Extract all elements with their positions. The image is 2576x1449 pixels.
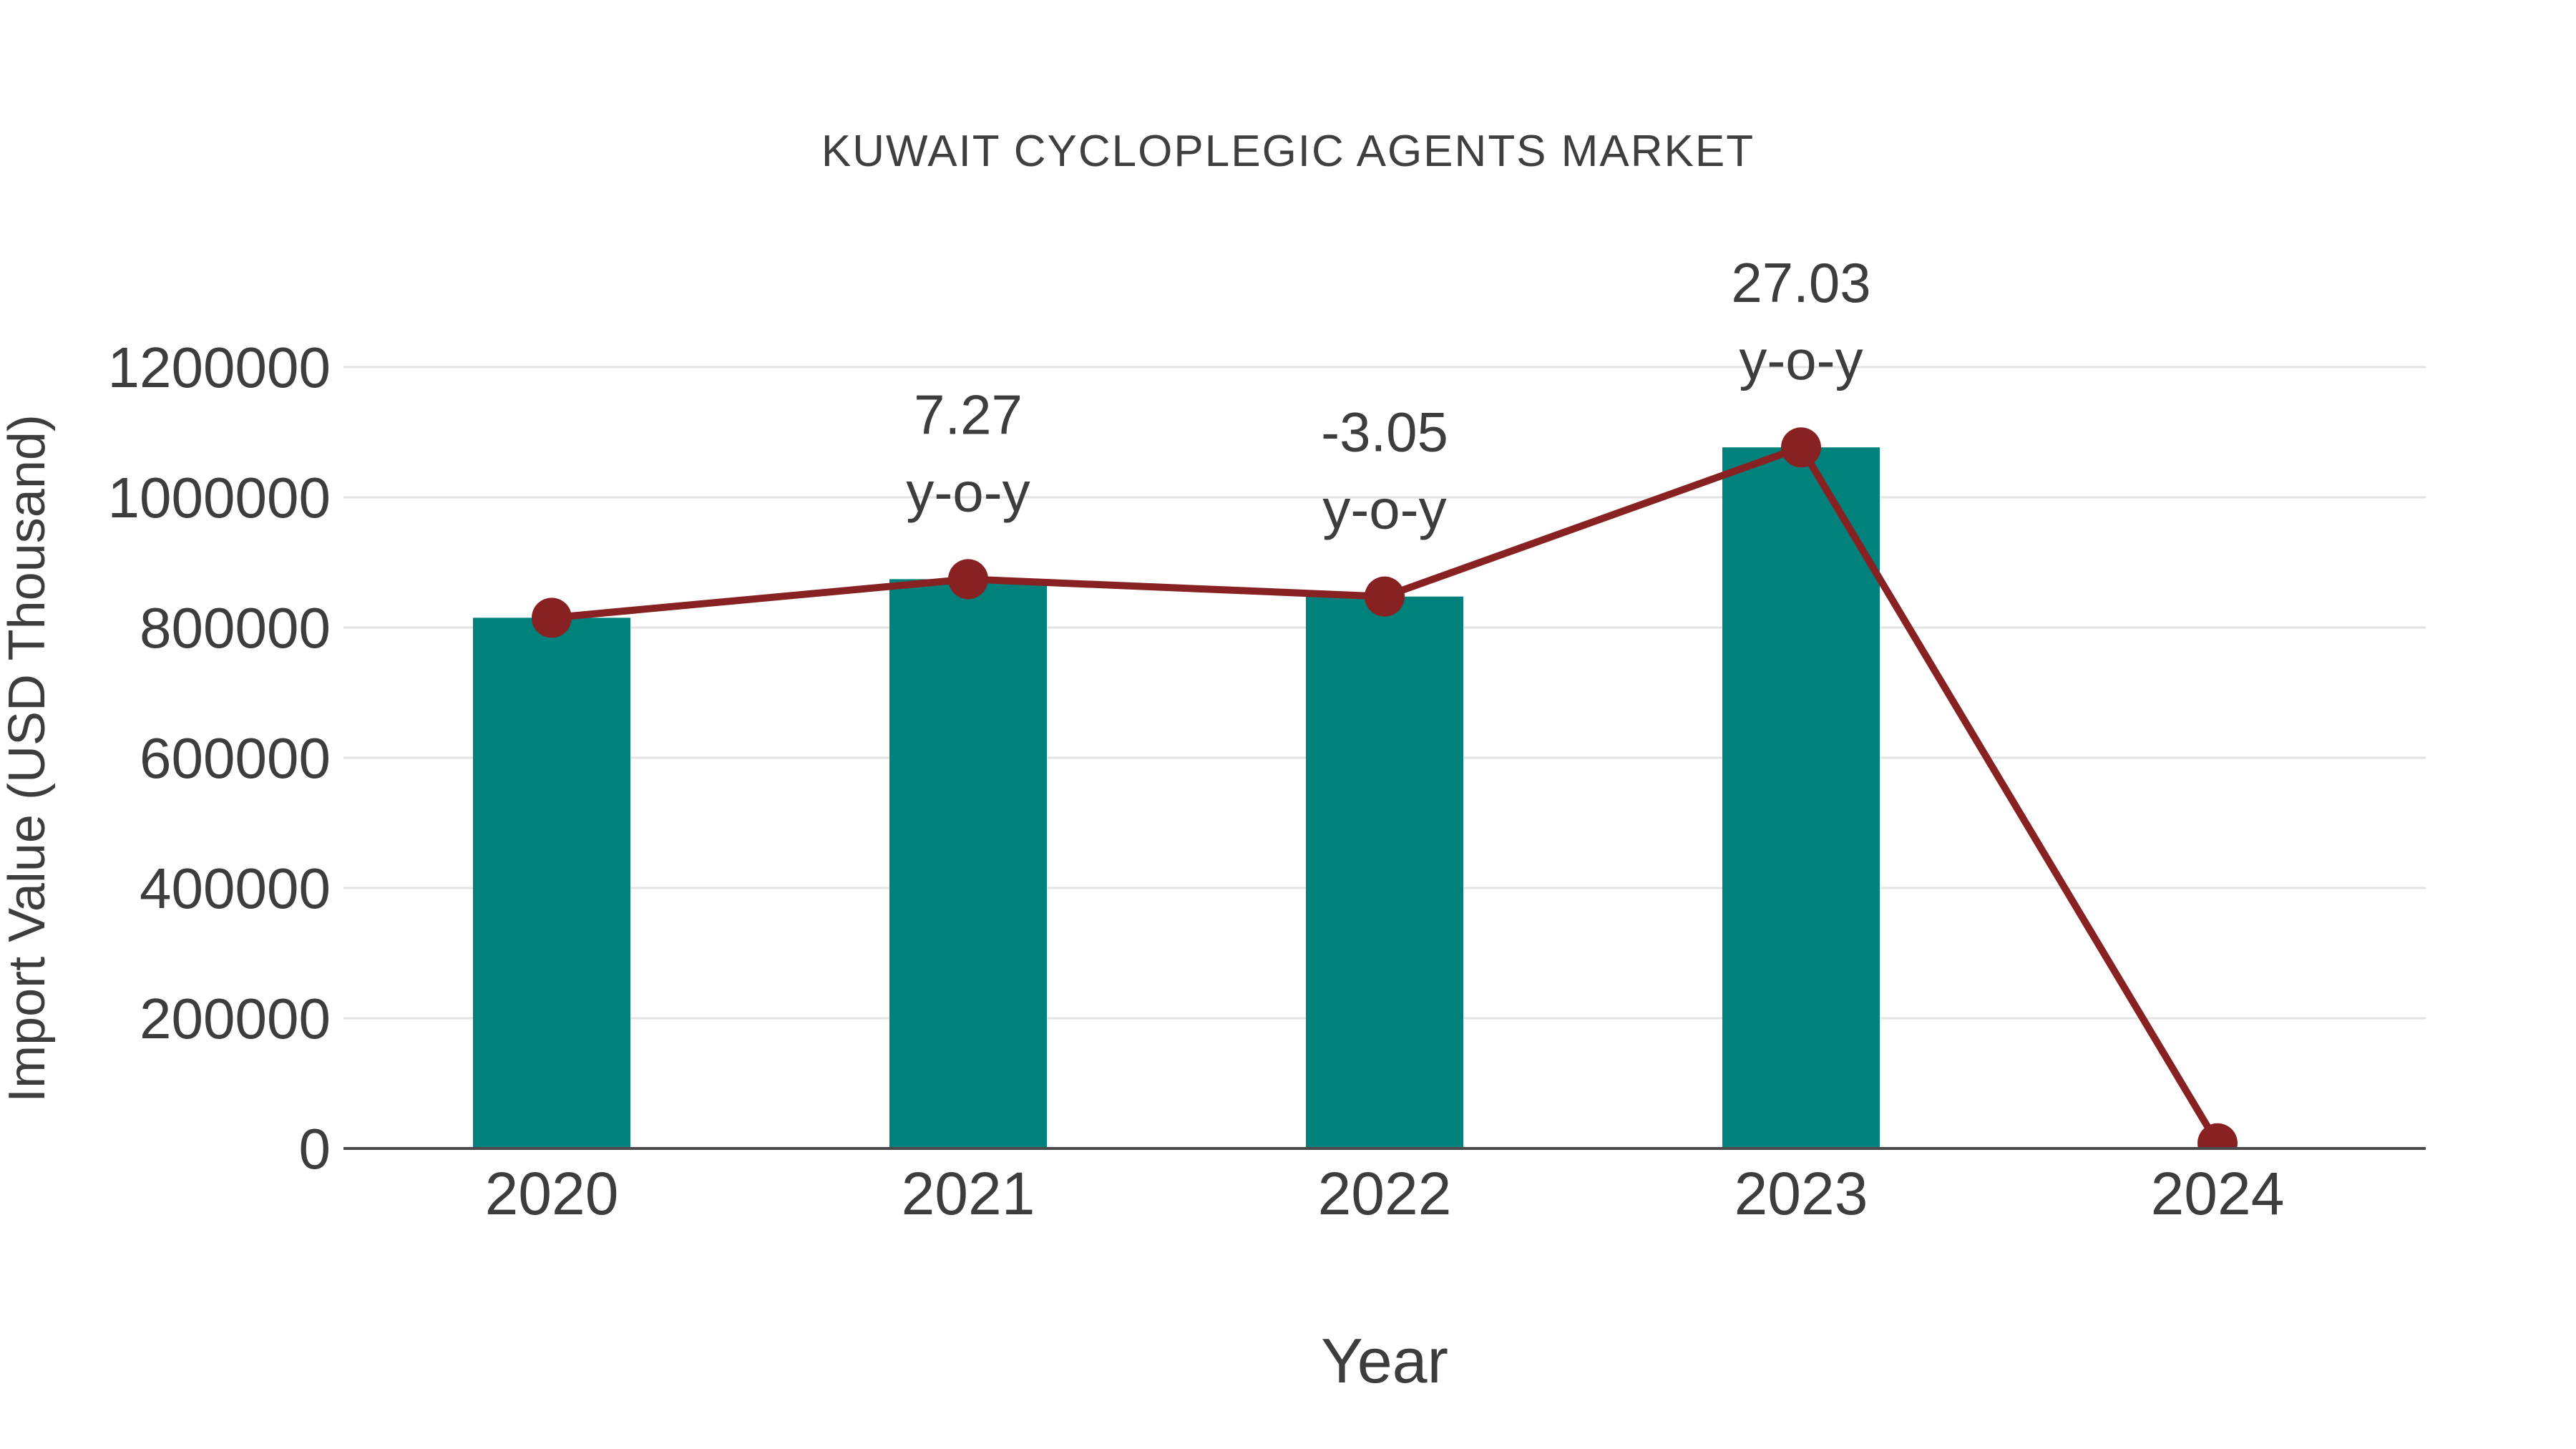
annotation-2022-unit: y-o-y	[1322, 478, 1446, 541]
y-tick-label-800000: 800000	[140, 596, 331, 660]
y-tick-label-200000: 200000	[140, 987, 331, 1050]
line-layer	[532, 427, 2238, 1148]
annotation-layer: 7.27 y-o-y -3.05 y-o-y 27.03 y-o-y	[906, 251, 1870, 540]
bar-layer	[473, 447, 1880, 1148]
annotation-2021-value: 7.27	[914, 383, 1023, 446]
y-tick-label-600000: 600000	[140, 726, 331, 790]
bar-2023	[1722, 447, 1880, 1148]
x-tick-label-2022: 2022	[1318, 1160, 1452, 1227]
marker-2023	[1781, 427, 1821, 468]
marker-2022	[1365, 576, 1405, 617]
bar-2022	[1306, 596, 1463, 1148]
x-tick-label-2023: 2023	[1735, 1160, 1868, 1227]
y-tick-label-400000: 400000	[140, 857, 331, 920]
bar-2020	[473, 618, 630, 1148]
x-tick-label-2020: 2020	[485, 1160, 619, 1227]
annotation-2023-unit: y-o-y	[1739, 328, 1863, 391]
tick-label-layer: 0 200000 400000 600000 800000 1000000 1200000 2…	[108, 336, 2285, 1227]
marker-2021	[948, 559, 988, 600]
y-tick-label-1000000: 1000000	[108, 466, 331, 530]
chart-title: KUWAIT CYCLOPLEGIC AGENTS MARKET	[821, 127, 1755, 176]
annotation-2023-value: 27.03	[1731, 251, 1870, 314]
y-tick-label-1200000: 1200000	[108, 336, 331, 399]
x-axis-title: Year	[1321, 1325, 1448, 1396]
annotation-2022-value: -3.05	[1321, 401, 1448, 464]
marker-2024	[2197, 1123, 2238, 1148]
bar-2021	[889, 579, 1047, 1148]
annotation-2021-unit: y-o-y	[906, 460, 1030, 523]
y-tick-label-0: 0	[299, 1117, 331, 1181]
x-tick-label-2021: 2021	[902, 1160, 1035, 1227]
y-axis-title: Import Value (USD Thousand)	[0, 414, 56, 1103]
x-tick-label-2024: 2024	[2151, 1160, 2285, 1227]
marker-2020	[532, 597, 572, 638]
